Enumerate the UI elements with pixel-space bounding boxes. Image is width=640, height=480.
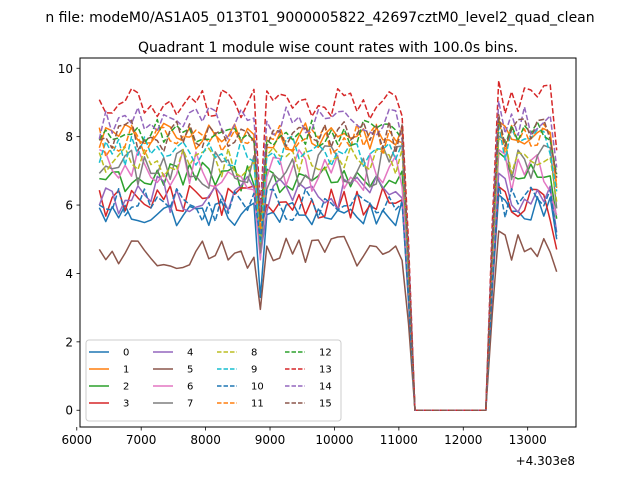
legend-label: 6	[187, 382, 193, 393]
legend-label: 8	[251, 348, 257, 359]
y-tick-label: 0	[65, 404, 73, 418]
x-tick-label: 10000	[315, 433, 353, 447]
legend-label: 11	[251, 399, 264, 410]
x-tick-label: 6000	[62, 433, 93, 447]
legend-label: 3	[123, 399, 129, 410]
legend-label: 13	[319, 365, 332, 376]
legend-label: 0	[123, 348, 129, 359]
legend-label: 4	[187, 348, 193, 359]
y-tick-label: 10	[58, 62, 73, 76]
legend-label: 2	[123, 382, 129, 393]
legend-label: 15	[319, 399, 332, 410]
x-tick-label: 8000	[190, 433, 221, 447]
x-tick-label: 12000	[444, 433, 482, 447]
x-tick-label: 13000	[509, 433, 547, 447]
series-line-14	[98, 100, 558, 411]
y-tick-label: 2	[65, 335, 73, 349]
y-axis: 0 2 4 6 8 10	[58, 62, 80, 418]
y-tick-label: 4	[65, 267, 73, 281]
chart-suptitle: n file: modeM0/AS1A05_013T01_9000005822_…	[45, 10, 594, 26]
x-tick-label: 7000	[126, 433, 157, 447]
legend-label: 10	[251, 382, 264, 393]
plot-frame	[79, 57, 577, 428]
x-axis: 6000 7000 8000 9000 10000 11000 12000 13000	[62, 427, 547, 447]
legend-label: 7	[187, 399, 193, 410]
legend-label: 12	[319, 348, 332, 359]
legend-label: 1	[123, 365, 129, 376]
series-line-13	[98, 79, 558, 411]
legend-label: 14	[319, 382, 332, 393]
series-line-15	[99, 114, 558, 411]
chart-title: Quadrant 1 module wise count rates with …	[138, 40, 518, 56]
x-tick-label: 9000	[255, 433, 286, 447]
y-tick-label: 6	[65, 199, 73, 213]
x-offset-label: +4.303e8	[516, 454, 575, 468]
legend-label: 9	[251, 365, 257, 376]
y-tick-label: 8	[65, 130, 73, 144]
x-tick-label: 11000	[380, 433, 418, 447]
plot-series-group	[98, 79, 558, 411]
legend-label: 5	[187, 365, 193, 376]
legend-box	[85, 339, 342, 422]
